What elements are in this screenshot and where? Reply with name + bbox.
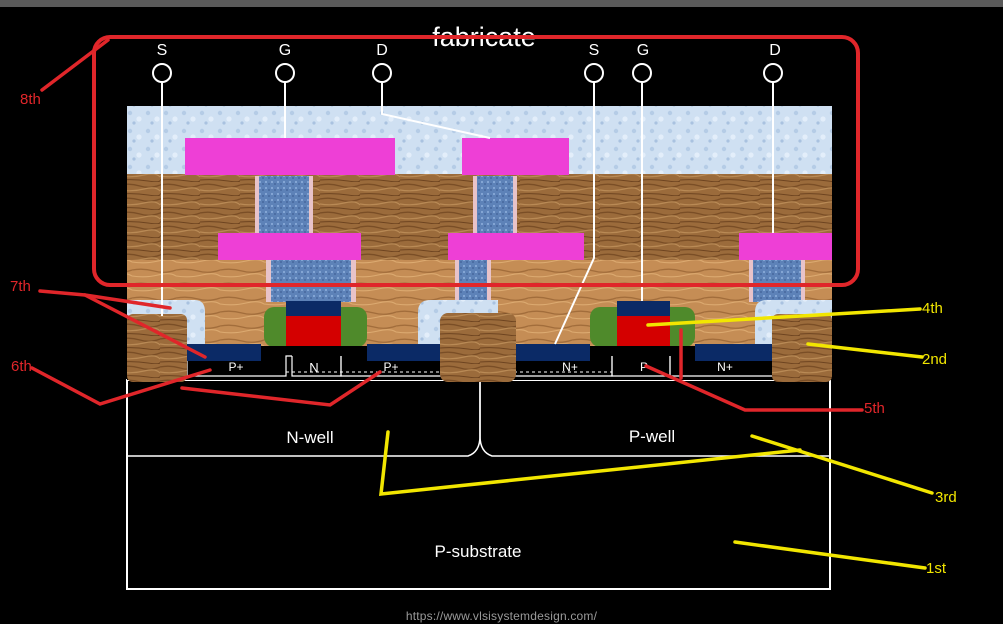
terminal-label: G <box>637 42 649 59</box>
red-annotation-lines <box>30 38 864 412</box>
source-url: https://www.vlsisystemdesign.com/ <box>405 609 598 623</box>
n-plus-left-label: N+ <box>562 360 578 374</box>
step-label-2nd: 2nd <box>922 351 947 368</box>
p-substrate-label: P-substrate <box>435 542 522 561</box>
n-plus-right-diffusion <box>695 344 773 361</box>
step-label-4th: 4th <box>922 300 943 317</box>
terminal-g-right-icon <box>632 63 652 83</box>
n-well-label: N-well <box>286 428 333 447</box>
metal2-right <box>462 138 569 175</box>
poly-gate-right <box>617 316 670 347</box>
p-tap-label: P <box>640 360 648 374</box>
sti-left <box>127 314 187 382</box>
terminal-label: D <box>769 42 781 59</box>
n-plus-left-diffusion <box>514 344 590 361</box>
p-plus-right-diffusion <box>367 344 441 361</box>
step-label-7th: 7th <box>10 278 31 295</box>
poly-gate-left <box>286 316 341 347</box>
p-well-label: P-well <box>629 427 675 446</box>
gate-cap-left <box>286 301 341 317</box>
terminal-label: G <box>279 42 291 59</box>
terminal-s-right-icon <box>584 63 604 83</box>
terminal-label: S <box>589 42 600 59</box>
terminal-label: S <box>157 42 168 59</box>
n-tap-label: N <box>309 360 318 375</box>
metal1-middle <box>448 233 584 260</box>
metal2-left <box>185 138 395 175</box>
via-lower-gate-left <box>271 260 351 302</box>
via-lower-middle <box>459 260 487 302</box>
gate-cap-right <box>617 301 670 317</box>
metal1-left <box>218 233 361 260</box>
terminal-g-left-icon <box>275 63 295 83</box>
step-label-3rd: 3rd <box>935 489 957 506</box>
yellow-annotation-lines <box>379 307 934 570</box>
step-label-1st: 1st <box>926 560 947 577</box>
terminal-s-left-icon <box>152 63 172 83</box>
metal1-right <box>739 233 832 260</box>
sti-right <box>772 314 832 382</box>
p-plus-left-label: P+ <box>228 360 243 374</box>
metal-layers-highlight <box>92 35 860 287</box>
terminal-d-right-icon <box>763 63 783 83</box>
via-lower-right <box>753 260 801 302</box>
sti-middle <box>440 313 516 382</box>
step-label-8th: 8th <box>20 91 41 108</box>
p-well-boundary <box>479 380 830 457</box>
step-label-5th: 5th <box>864 400 885 417</box>
step-label-6th: 6th <box>11 358 32 375</box>
via-upper-left <box>259 176 309 233</box>
n-plus-right-label: N+ <box>717 360 733 374</box>
window-top-bar <box>0 0 1003 7</box>
via-upper-right <box>477 176 513 233</box>
p-plus-right-label: P+ <box>383 360 398 374</box>
terminal-label: D <box>376 42 388 59</box>
terminal-d-left-icon <box>372 63 392 83</box>
terminal-wires <box>161 82 774 345</box>
